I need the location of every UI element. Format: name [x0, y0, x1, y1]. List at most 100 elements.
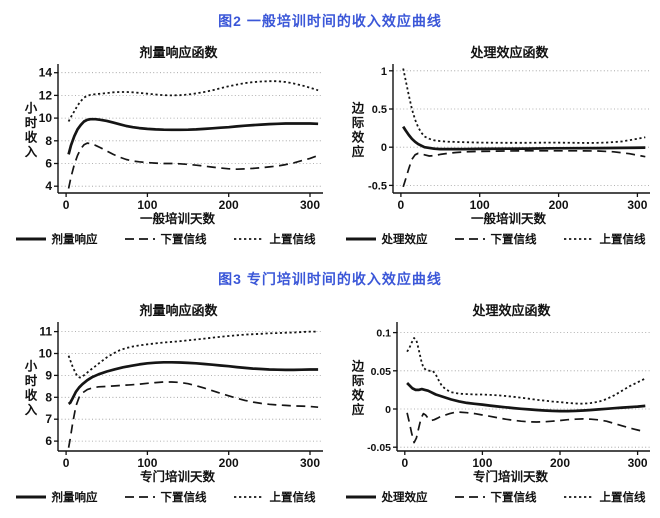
series-line-dotted: [402, 68, 646, 144]
y-tick-label: 6: [45, 157, 52, 171]
legend-label: 下置信线: [160, 492, 207, 504]
y-axis-label-char: 入: [25, 403, 38, 417]
legend-line-sample-dotted: [233, 496, 264, 498]
y-tick-label: 0: [385, 404, 391, 416]
y-axis-label-char: 收: [25, 129, 38, 144]
figure2-legend-row: 剂量响应 下置信线 上置信线 处理效应 下置信线 上置信线: [0, 231, 660, 247]
legend-item: 下置信线: [454, 489, 537, 505]
legend-item: 上置信线: [233, 231, 316, 247]
legend-label: 处理效应: [381, 492, 428, 504]
y-axis-label-char: 收: [25, 387, 38, 402]
legend-item: 处理效应: [345, 231, 428, 247]
series-line-dashed: [406, 411, 646, 444]
y-tick-label: 8: [45, 390, 52, 404]
legend-line-sample-solid: [345, 237, 376, 241]
legend-label: 下置信线: [160, 234, 207, 246]
y-tick-label: 0: [381, 142, 387, 154]
series-line-dashed: [67, 142, 319, 189]
series-line-dotted: [406, 337, 646, 405]
y-axis-label-char: 小: [24, 358, 38, 373]
legend-item: 上置信线: [563, 231, 646, 247]
x-tick-label: 200: [219, 198, 239, 212]
legend-label: 上置信线: [269, 492, 316, 504]
legend-group: 处理效应 下置信线 上置信线: [330, 231, 660, 247]
legend-label: 剂量响应: [51, 234, 98, 246]
legend-label: 上置信线: [599, 492, 646, 504]
chart-title: 处理效应函数: [471, 303, 551, 318]
legend-line-sample-dotted: [233, 238, 264, 240]
x-tick-label: 100: [137, 456, 157, 470]
legend-line-sample-solid: [15, 495, 46, 499]
x-axis-label: 一般培训天数: [471, 211, 547, 225]
y-axis-label-char: 效: [352, 129, 365, 144]
y-tick-label: 1: [381, 66, 387, 78]
figure2-title: 图2 一般培训时间的收入效应曲线: [218, 13, 442, 29]
series-line-solid: [67, 117, 319, 155]
x-tick-label: 0: [63, 198, 70, 212]
legend-label: 上置信线: [599, 234, 646, 246]
legend-item: 剂量响应: [15, 489, 98, 505]
chart-title: 剂量响应函数: [138, 45, 218, 60]
x-tick-label: 0: [398, 198, 405, 212]
legend-item: 处理效应: [345, 489, 428, 505]
y-tick-label: 10: [39, 111, 53, 125]
legend-group: 处理效应 下置信线 上置信线: [330, 489, 660, 505]
legend-line-sample-solid: [15, 237, 46, 241]
y-axis-label-char: 效: [352, 387, 365, 402]
y-axis-label-char: 小: [24, 100, 38, 115]
figure3-charts-row: 6 7 8 9 10 11 0 100 200 300 小时收入专门培训天数 剂量响应函数 -0.05…: [0, 301, 660, 484]
legend-item: 上置信线: [233, 489, 316, 505]
y-axis-label-char: 时: [25, 373, 38, 388]
x-axis-label: 一般培训天数: [140, 211, 216, 225]
y-tick-label: -0.5: [368, 180, 387, 192]
series-line-dotted: [67, 80, 319, 122]
legend-line-sample-dotted: [563, 496, 594, 498]
y-tick-label: 4: [45, 179, 52, 193]
legend-label: 下置信线: [490, 492, 537, 504]
y-axis-label-char: 边: [351, 358, 365, 373]
y-tick-label: 0.05: [371, 366, 392, 378]
legend-group: 剂量响应 下置信线 上置信线: [0, 489, 330, 505]
legend-label: 剂量响应: [51, 492, 98, 504]
fig2-treatment-effect-chart: -0.5 0 0.5 1 0 100 200 300 边际效应一般培训天数 处理效应函数: [345, 43, 660, 226]
legend-line-sample-dashed: [454, 496, 485, 498]
series-line-solid: [406, 382, 646, 413]
x-tick-label: 200: [550, 456, 570, 470]
x-tick-label: 300: [300, 456, 320, 470]
legend-line-sample-solid: [345, 495, 376, 499]
y-tick-label: 0.1: [376, 328, 391, 340]
legend-item: 剂量响应: [15, 231, 98, 247]
x-tick-label: 300: [300, 198, 320, 212]
y-tick-label: 9: [45, 368, 52, 382]
figure2-charts-row: 4 6 8 10 12 14 0 100 200 300 小时收入一般培训天数 剂量响应函数 -0.5…: [0, 43, 660, 226]
y-axis-label-char: 应: [352, 144, 365, 159]
x-tick-label: 0: [63, 456, 70, 470]
legend-line-sample-dashed: [124, 496, 155, 498]
legend-item: 下置信线: [454, 231, 537, 247]
x-tick-label: 0: [401, 456, 408, 470]
chart-title: 剂量响应函数: [138, 303, 218, 318]
series-line-dashed: [402, 149, 646, 188]
legend-line-sample-dotted: [563, 238, 594, 240]
y-tick-label: 6: [45, 434, 52, 448]
x-tick-label: 300: [628, 456, 648, 470]
y-axis-label-char: 际: [352, 116, 365, 130]
x-tick-label: 200: [219, 456, 239, 470]
y-tick-label: 10: [39, 347, 53, 361]
x-axis-label: 专门培训天数: [140, 469, 216, 483]
y-axis-label-char: 边: [351, 100, 365, 115]
legend-line-sample-dashed: [454, 238, 485, 240]
x-tick-label: 100: [137, 198, 157, 212]
y-axis-label-char: 应: [352, 402, 365, 417]
fig2-dose-response-chart: 4 6 8 10 12 14 0 100 200 300 小时收入一般培训天数 剂量响应函数: [18, 43, 333, 226]
y-tick-label: -0.05: [367, 442, 391, 454]
y-tick-label: 11: [39, 325, 52, 339]
y-tick-label: 0.5: [372, 104, 387, 116]
series-line-solid: [402, 125, 646, 151]
figure3-title: 图3 专门培训时间的收入效应曲线: [218, 271, 442, 287]
y-axis-label-char: 时: [25, 115, 38, 130]
series-line-dashed: [67, 381, 319, 448]
